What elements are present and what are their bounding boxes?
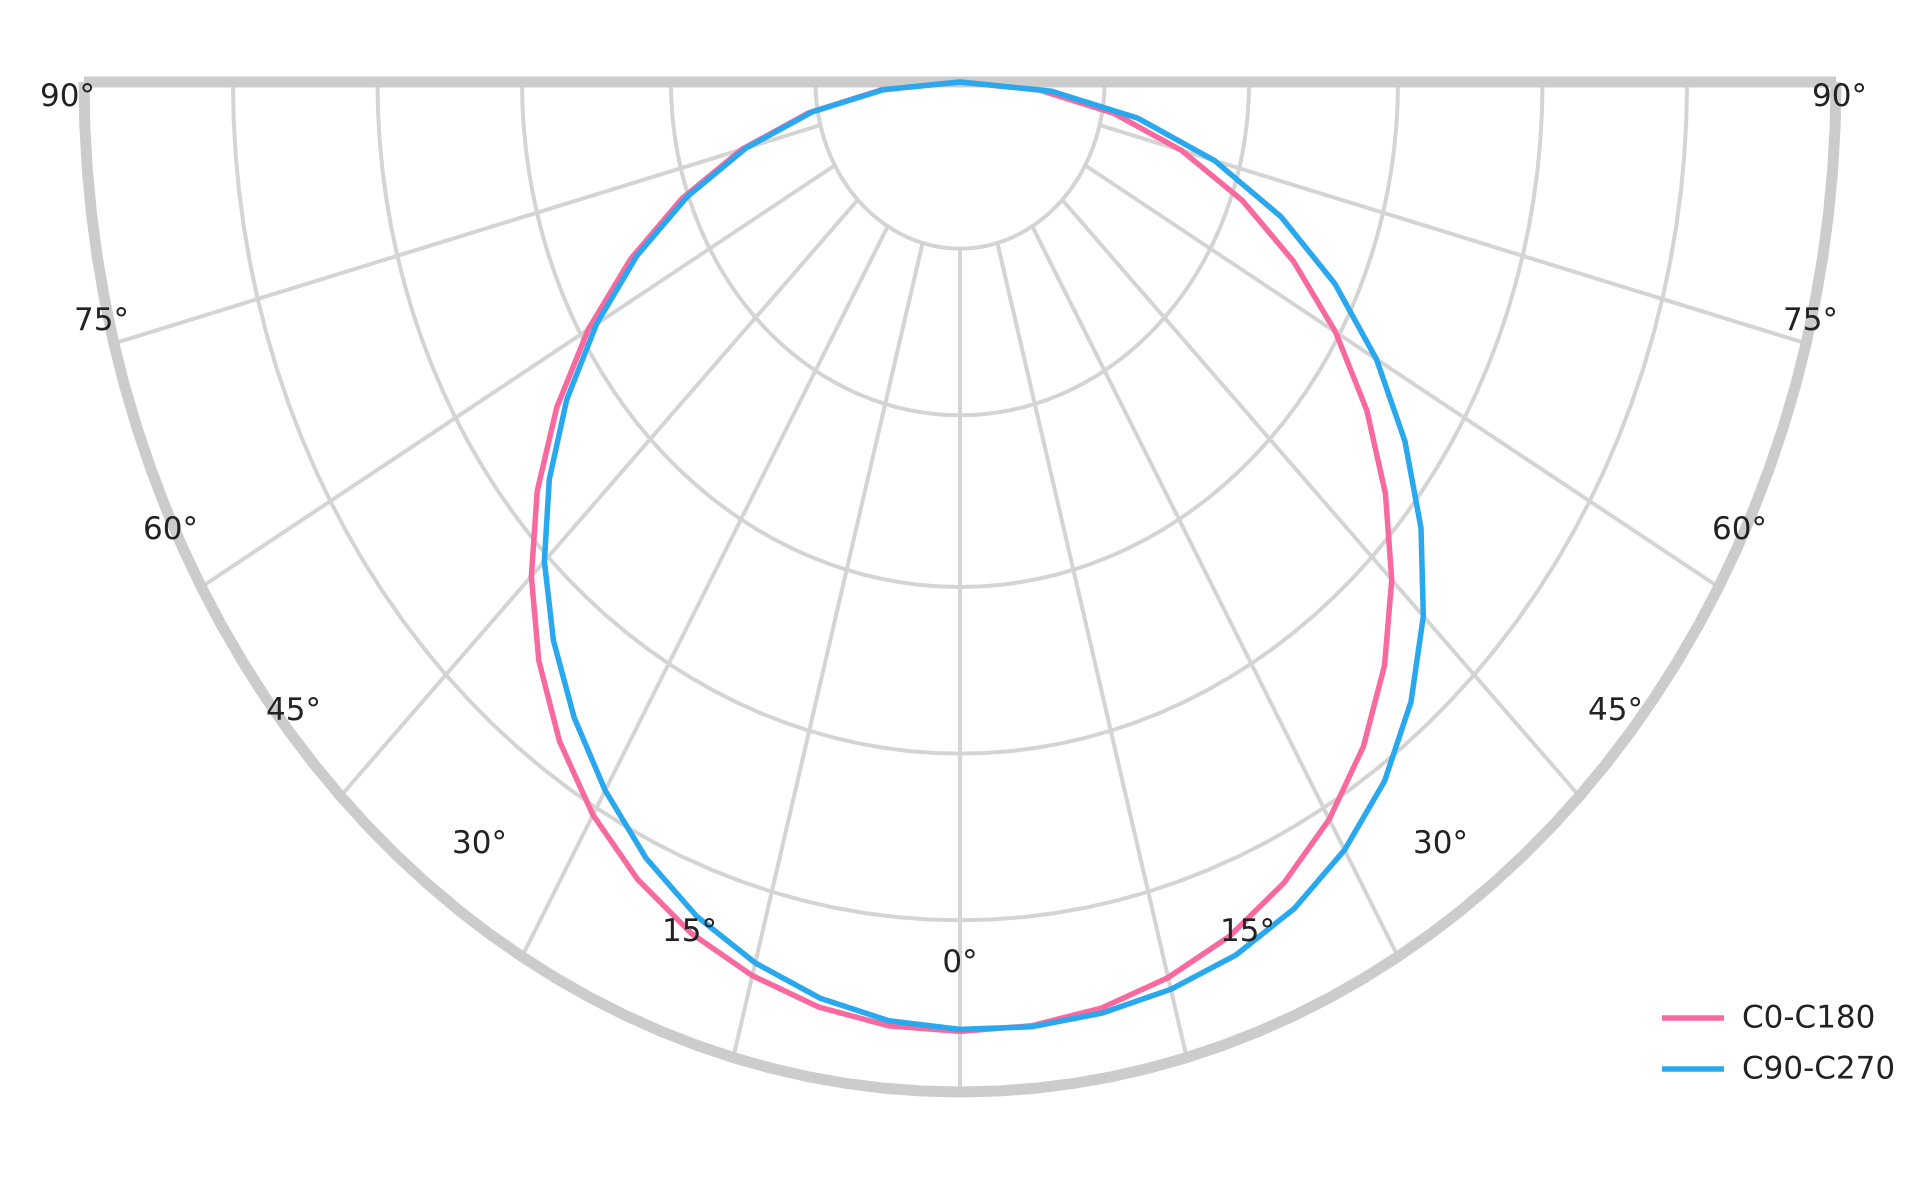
angle-label-left-60: 60°: [143, 511, 198, 547]
grid-ring-3: [375, 80, 1545, 756]
grid-spoke-15: [995, 240, 1189, 1060]
grid-ring-outer: [78, 81, 1842, 1098]
grid-spoke-60: [1083, 163, 1721, 589]
legend-label-0[interactable]: C0-C180: [1742, 1000, 1875, 1036]
polar-grid: [78, 76, 1842, 1098]
angle-label-right-15: 15°: [1220, 913, 1275, 949]
polar-axis-labels: 90° 75° 60° 45° 30° 15° 0° 15° 30° 45° 60° 75° 90°: [40, 78, 1867, 980]
angle-label-left-90: 90°: [40, 78, 95, 114]
grid-ring-1: [668, 80, 1252, 418]
grid-spoke-45: [1060, 197, 1582, 799]
grid-ring-4: [230, 80, 1690, 923]
grid-spoke-30: [1030, 224, 1400, 959]
angle-label-left-30: 30°: [452, 825, 507, 861]
grid-spoke--30: [520, 224, 890, 959]
grid-spoke--75: [111, 123, 823, 346]
grid-spoke--15: [731, 240, 925, 1060]
angle-label-right-30: 30°: [1413, 825, 1468, 861]
grid-spoke--45: [338, 197, 860, 799]
angle-label-right-75: 75°: [1783, 302, 1838, 338]
grid-spoke--60: [199, 163, 837, 589]
angle-label-left-45: 45°: [266, 692, 321, 728]
angle-label-right-60: 60°: [1712, 511, 1767, 547]
polar-series-group: [528, 79, 1427, 1035]
series-curve-1: [541, 79, 1427, 1033]
angle-label-right-90: 90°: [1812, 78, 1867, 114]
chart-legend: C0-C180 C90-C270: [1662, 1000, 1895, 1087]
angle-label-left-15: 15°: [662, 913, 717, 949]
angle-label-right-45: 45°: [1588, 692, 1643, 728]
angle-label-center-0: 0°: [942, 944, 977, 980]
angle-label-left-75: 75°: [74, 302, 129, 338]
grid-ring-0: [813, 80, 1107, 251]
legend-label-1[interactable]: C90-C270: [1742, 1051, 1895, 1087]
